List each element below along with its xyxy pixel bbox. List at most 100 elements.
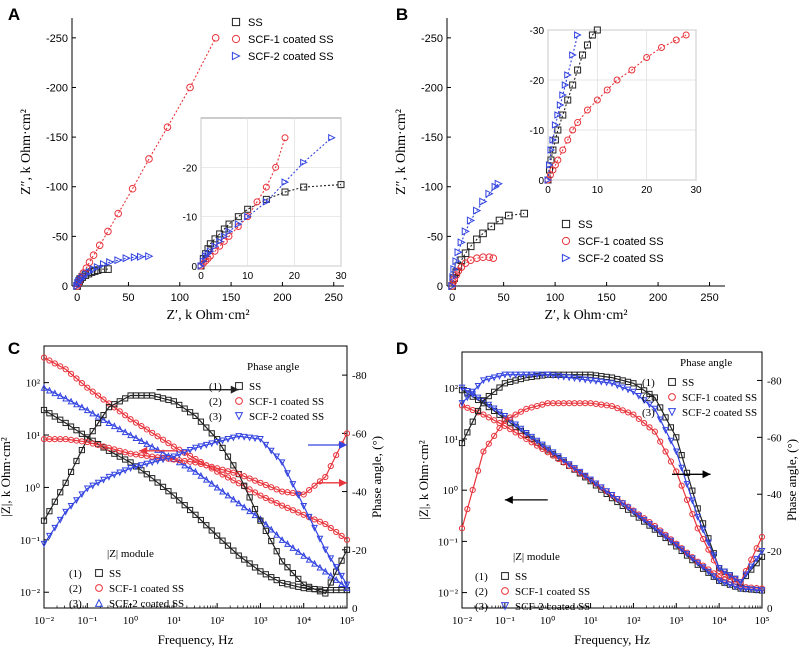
phase-point-ss	[496, 384, 503, 391]
y-tick-label: -150	[421, 132, 443, 144]
x-tick-label: 10⁴	[296, 615, 311, 627]
panel-label: D	[396, 339, 408, 358]
modulus-point-scf2	[742, 585, 750, 593]
y-axis-label: |Z|, k Ohm·cm²	[416, 440, 431, 520]
data-point-scf2	[75, 276, 84, 286]
modulus-point-scf1	[512, 429, 519, 436]
modulus-point-scf1	[262, 494, 269, 502]
modulus-point-scf2	[630, 508, 637, 516]
inset-point-scf2	[547, 146, 556, 154]
inset-point-scf2	[328, 133, 336, 142]
phase-point-scf2	[278, 459, 286, 467]
modulus-point-ss	[224, 542, 232, 549]
legend-num: (3)	[209, 411, 222, 423]
phase-point-scf2	[78, 491, 86, 499]
inset-point-scf1	[593, 96, 601, 104]
inset-point-ss	[564, 96, 572, 104]
phase-point-scf2	[544, 371, 552, 379]
modulus-point-scf2	[224, 491, 232, 499]
inset-y-tick-label: -20	[530, 76, 545, 87]
modulus-point-scf2	[571, 465, 578, 472]
y-tick-label: -100	[46, 182, 68, 194]
data-point-ss	[504, 211, 513, 220]
data-point-scf2	[145, 252, 154, 261]
y2-tick-label: -80	[767, 375, 782, 387]
x-tick-label: 250	[700, 292, 718, 304]
inset-point-scf1	[672, 36, 680, 44]
phase-point-scf2	[635, 392, 643, 400]
phase-point-ss	[51, 498, 58, 505]
phase-point-scf2	[165, 454, 172, 462]
phase-point-ss	[474, 407, 482, 415]
y2-axis-label: Phase angle, (°)	[369, 436, 384, 518]
modulus-point-ss	[214, 532, 221, 539]
modulus-point-ss	[62, 419, 69, 427]
inset-point-scf2	[234, 220, 243, 228]
modulus-point-scf1	[333, 528, 340, 536]
y-axis-label: Z″, k Ohm·cm²	[394, 109, 409, 195]
inset-line-ss	[200, 184, 342, 267]
phase-point-scf2	[294, 492, 302, 499]
modulus-point-scf2	[758, 587, 766, 595]
inset-point-scf2	[545, 161, 554, 169]
phase-point-ss	[203, 424, 210, 431]
y2-tick-label: 0	[352, 603, 358, 615]
x-axis-label: Frequency, Hz	[158, 632, 234, 647]
phase-point-scf2	[251, 435, 259, 443]
phase-point-ss	[295, 575, 302, 582]
x-tick-label: 10⁰	[123, 615, 139, 627]
data-point-scf2	[77, 274, 86, 284]
phase-point-ss	[469, 418, 476, 425]
phase-point-scf1	[343, 430, 351, 437]
panel-c: C 10⁻² 10⁻¹ 10⁰ 10¹ 10² 10³ 10⁴ 10⁵ 10⁻² 10⁻¹ 10⁰ 10…	[0, 339, 384, 647]
phase-point-scf2	[154, 457, 162, 465]
data-point-scf2	[479, 197, 488, 206]
phase-point-scf1	[235, 470, 242, 478]
legend-label: SCF-2 coated SS	[248, 51, 334, 63]
phase-point-scf2	[699, 526, 707, 534]
phase-point-ss	[641, 387, 648, 394]
phase-point-scf1	[469, 486, 476, 494]
modulus-point-ss	[192, 511, 199, 518]
phase-point-scf2	[555, 373, 562, 380]
phase-point-scf1	[214, 465, 221, 472]
modulus-point-scf2	[726, 581, 734, 589]
modulus-point-scf2	[640, 516, 648, 524]
modulus-point-scf1	[57, 363, 64, 370]
modulus-point-scf1	[40, 354, 48, 361]
modulus-point-ss	[78, 430, 85, 437]
phase-point-scf1	[614, 405, 621, 412]
inset-point-ss	[554, 126, 562, 134]
inset-point-scf1	[574, 119, 582, 126]
phase-point-ss	[651, 394, 658, 401]
legend-label: SCF-2 coated SS	[578, 253, 664, 265]
inset-x-tick-label: 20	[289, 271, 301, 282]
plot-frame	[43, 345, 348, 609]
phase-point-ss	[284, 564, 291, 571]
legend-marker-ss	[231, 17, 241, 27]
phase-point-scf2	[181, 449, 189, 456]
phase-point-ss	[57, 489, 64, 496]
modulus-point-scf1	[694, 558, 701, 565]
modulus-point-scf1	[51, 360, 58, 367]
modulus-point-ss	[181, 502, 188, 509]
phase-point-ss	[95, 420, 102, 427]
data-point-scf1	[163, 123, 172, 131]
inset-point-scf1	[643, 54, 651, 61]
phase-point-scf1	[507, 414, 514, 421]
inset-x-tick-label: 0	[545, 185, 551, 196]
modulus-point-ss	[251, 564, 259, 571]
data-point-scf2	[473, 206, 482, 215]
y2-tick-label: -80	[352, 370, 367, 382]
phase-point-ss	[246, 494, 253, 501]
phase-point-scf2	[327, 555, 335, 563]
phase-point-scf2	[105, 473, 113, 481]
inset-point-ss	[549, 146, 557, 154]
modulus-point-scf1	[689, 554, 696, 561]
phase-point-scf1	[458, 525, 466, 532]
phase-point-scf1	[641, 420, 648, 427]
phase-point-scf2	[533, 371, 541, 379]
phase-point-scf2	[694, 513, 702, 521]
inset-x-tick-label: 10	[592, 185, 604, 196]
phase-point-scf1	[512, 411, 519, 418]
